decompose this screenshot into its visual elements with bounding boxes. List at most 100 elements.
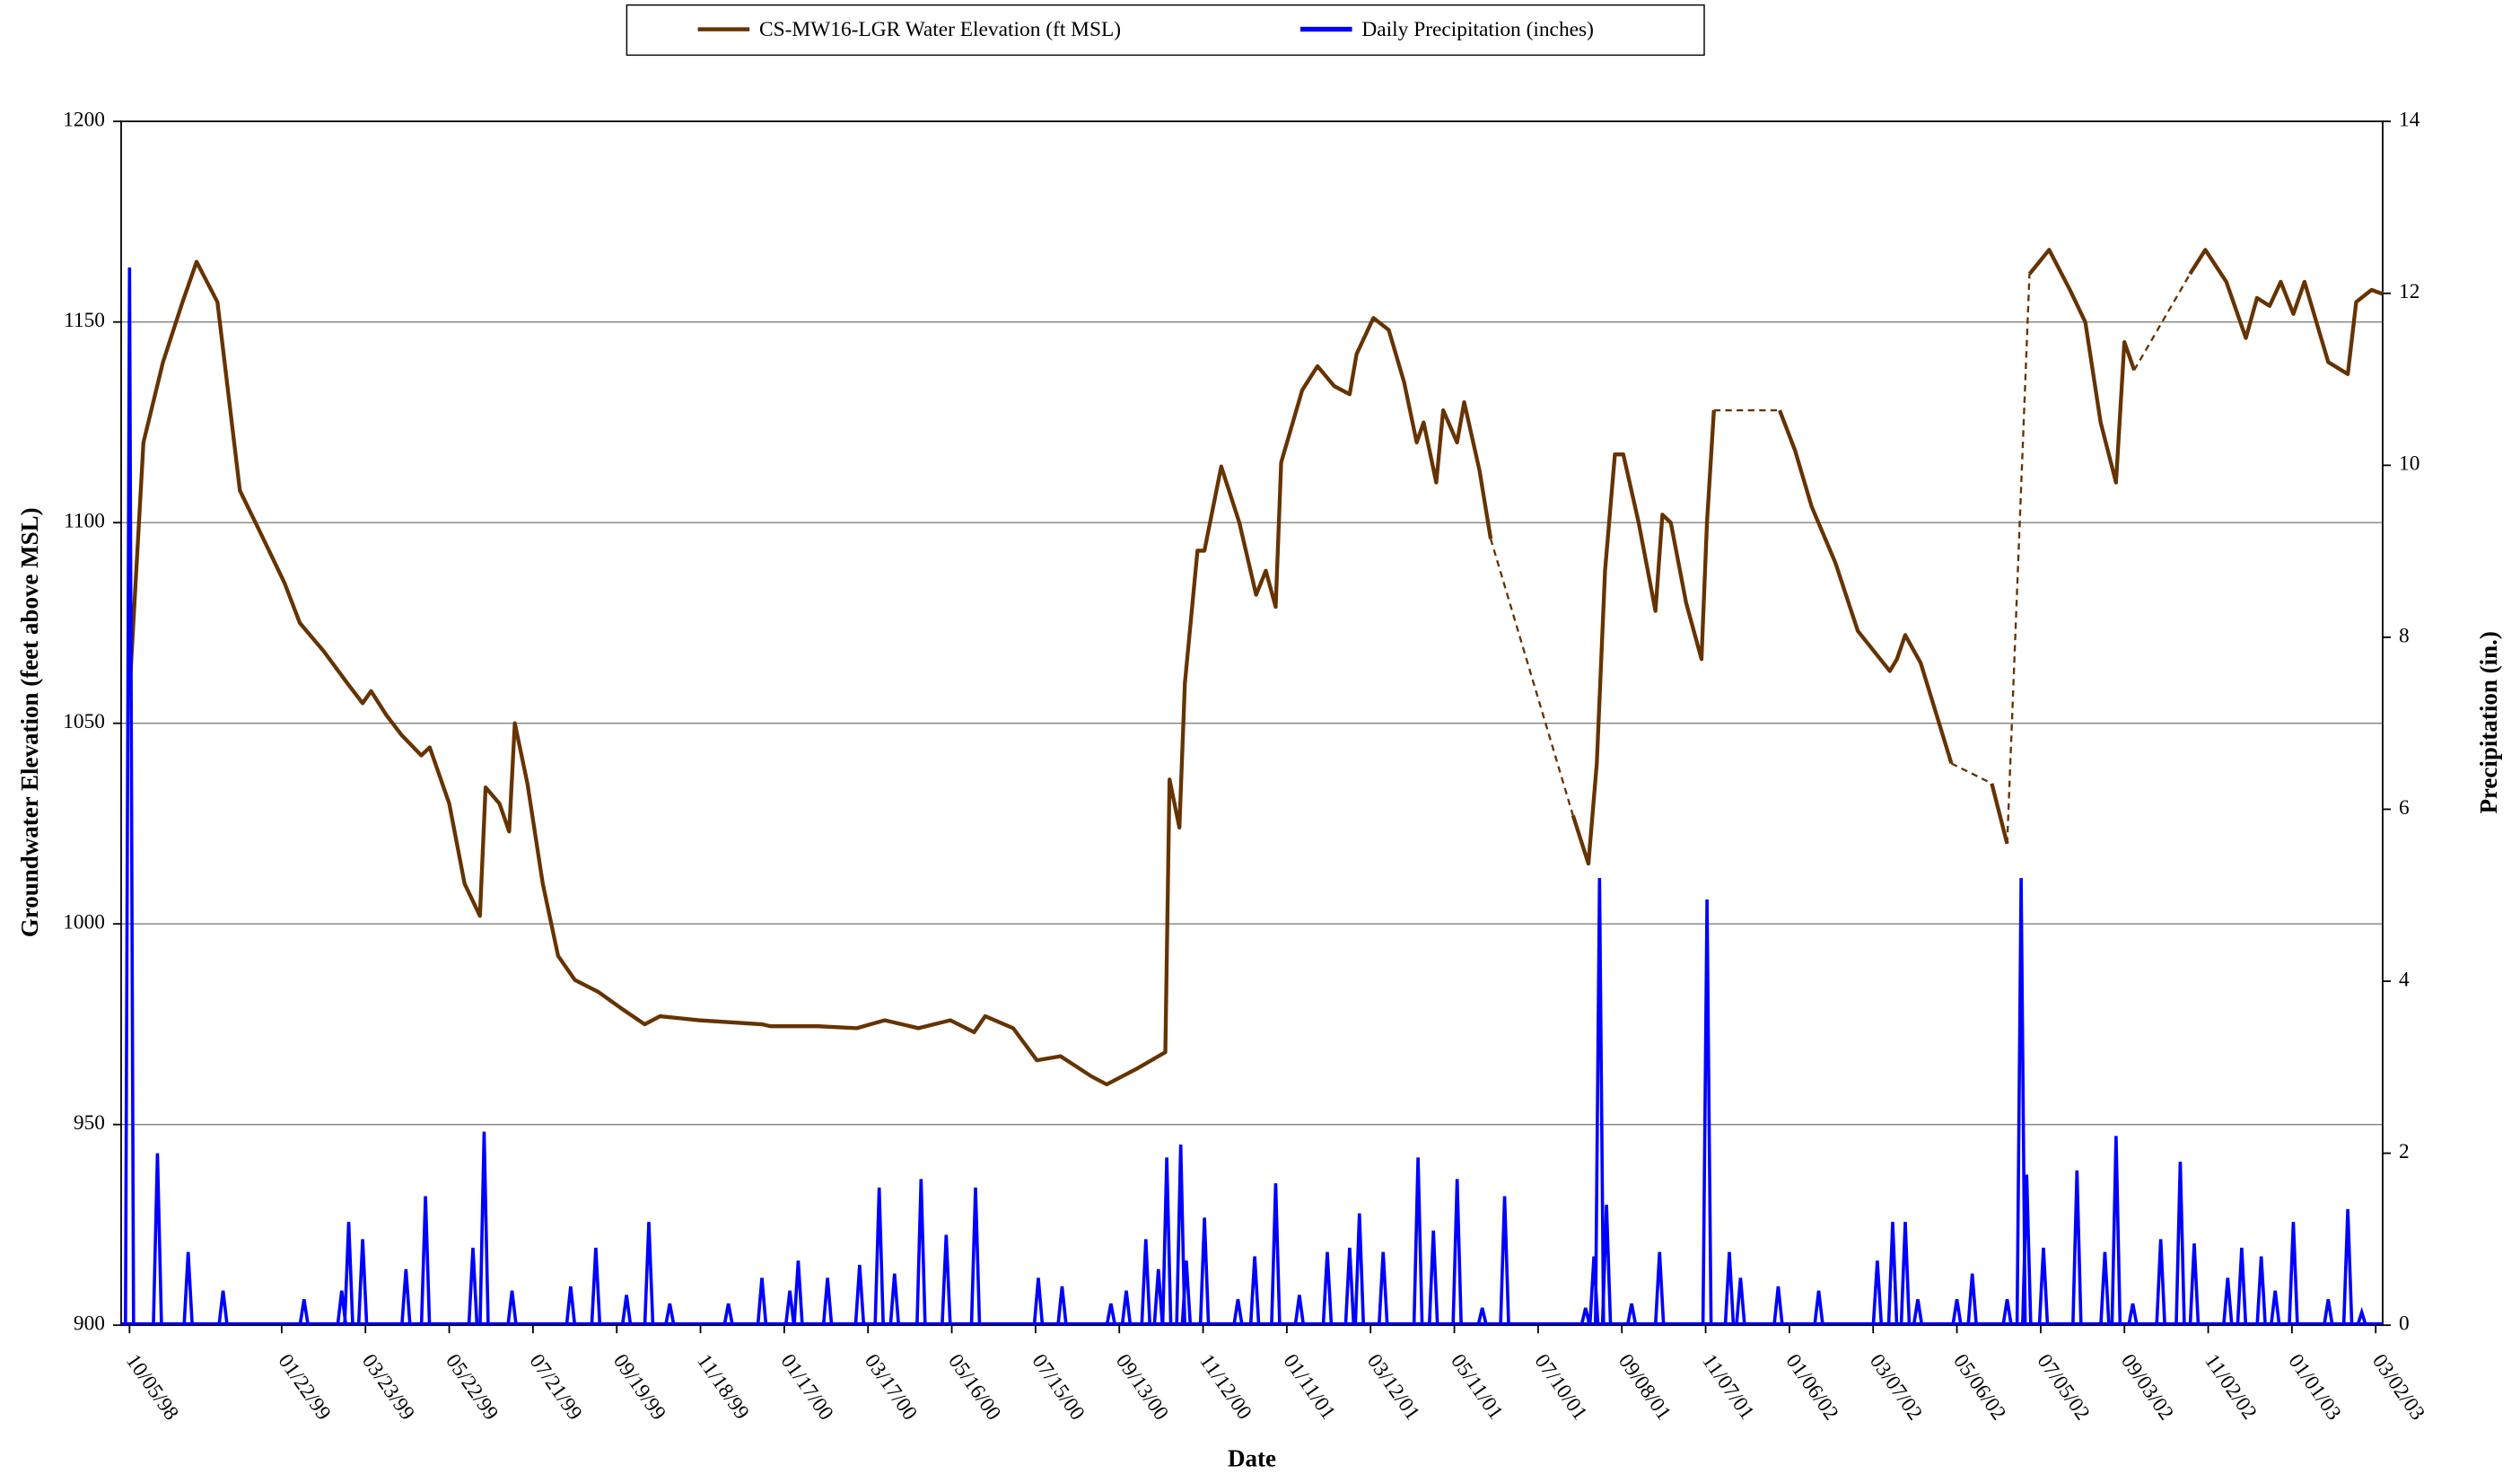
x-tick-label: 05/11/01 [1446, 1350, 1508, 1424]
x-tick-label: 07/05/02 [2033, 1350, 2095, 1425]
precip-spike [756, 1277, 768, 1326]
legend-box [626, 4, 1705, 57]
x-tick-label: 05/22/99 [441, 1350, 503, 1425]
gap-connector [2006, 274, 2031, 844]
precip-spike [1105, 1303, 1117, 1326]
y-tick-label: 1050 [63, 710, 105, 733]
precip-spike [664, 1303, 676, 1326]
precip-spike [182, 1251, 194, 1326]
precip-spike [564, 1285, 577, 1326]
precip-spike [1427, 1230, 1439, 1326]
precip-spike [969, 1187, 982, 1326]
x-tick-label: 03/23/99 [357, 1350, 419, 1425]
precip-spike [1321, 1251, 1334, 1326]
precip-spike [1871, 1260, 1884, 1326]
x-tick-label: 07/21/99 [525, 1350, 587, 1425]
x-tick-label: 01/11/01 [1279, 1350, 1341, 1424]
x-tick-label: 10/05/98 [121, 1350, 183, 1425]
precip-spike [1625, 1303, 1638, 1326]
x-tick-label: 01/06/02 [1781, 1350, 1843, 1425]
y2-tick-label: 2 [2399, 1140, 2410, 1163]
x-tick-label: 07/15/00 [1028, 1350, 1089, 1425]
precip-spike [722, 1303, 734, 1326]
legend-label: CS-MW16-LGR Water Elevation (ft MSL) [759, 18, 1121, 41]
x-tick-label: 05/16/00 [943, 1350, 1005, 1425]
precip-spike [590, 1247, 602, 1326]
x-tick-label: 03/17/00 [860, 1350, 922, 1425]
precip-spike [1377, 1251, 1389, 1326]
y2-tick-label: 8 [2399, 624, 2410, 647]
precip-spike [1594, 878, 1606, 1326]
precip-spike [1412, 1157, 1424, 1326]
precip-spike [1772, 1285, 1784, 1326]
x-tick-label: 03/02/03 [2367, 1350, 2429, 1425]
precip-spike [2341, 1208, 2354, 1326]
y-axis-title: Groundwater Elevation (feet above MSL) [16, 507, 43, 937]
precip-spike [1353, 1213, 1366, 1326]
precip-spike [1451, 1179, 1463, 1326]
precip-spike [1232, 1299, 1244, 1326]
x-tick-label: 11/02/02 [2200, 1350, 2262, 1424]
x-tick-label: 11/07/01 [1697, 1350, 1759, 1424]
precip-spike [1152, 1268, 1165, 1326]
precip-spike [783, 1290, 796, 1326]
x-tick-label: 11/12/00 [1194, 1350, 1256, 1424]
precip-spike [888, 1273, 901, 1326]
precip-spike [2037, 1247, 2050, 1326]
precip-spike [467, 1247, 479, 1326]
precip-spike [1735, 1277, 1746, 1326]
y2-tick-label: 4 [2399, 968, 2410, 991]
precip-spike [2356, 1306, 2367, 1326]
precip-spike [1056, 1285, 1068, 1326]
precip-spike [400, 1268, 412, 1326]
precip-spike [1120, 1290, 1133, 1326]
x-tick-label: 09/03/02 [2116, 1350, 2178, 1425]
y2-tick-label: 0 [2399, 1312, 2410, 1336]
x-tick-label: 03/12/01 [1362, 1350, 1424, 1425]
legend-label: Daily Precipitation (inches) [1361, 18, 1594, 41]
precip-spike [2222, 1277, 2234, 1326]
precip-spike [1912, 1299, 1924, 1326]
x-tick-label: 07/10/01 [1530, 1350, 1592, 1425]
precip-spike [2288, 1222, 2299, 1326]
precip-spike [1886, 1222, 1899, 1326]
precip-spike [1600, 1205, 1613, 1326]
y2-tick-label: 12 [2399, 280, 2419, 303]
precip-spike [915, 1179, 927, 1326]
precip-spike [1293, 1294, 1306, 1326]
gap-connector [1950, 762, 1992, 785]
precip-spike [506, 1290, 518, 1326]
precip-spike [356, 1239, 369, 1326]
x-tick-label: 01/01/03 [2284, 1350, 2346, 1425]
y2-tick-label: 6 [2399, 796, 2410, 820]
water-line [127, 248, 2384, 1087]
y2-tick-label: 14 [2399, 109, 2420, 132]
precip-spike [1343, 1247, 1356, 1326]
y-tick-label: 950 [74, 1111, 105, 1135]
precip-spike [643, 1222, 655, 1326]
y-tick-label: 1200 [63, 109, 105, 132]
precip-spike [873, 1187, 885, 1326]
precip-spike [2001, 1299, 2013, 1326]
x-tick-label: 11/18/99 [692, 1350, 754, 1424]
precip-spike [298, 1299, 311, 1326]
precip-spike [343, 1222, 354, 1326]
precip-spike [2174, 1162, 2186, 1326]
precip-spike [2127, 1303, 2139, 1326]
x-tick-label: 01/17/00 [776, 1350, 838, 1425]
precip-spike [792, 1260, 804, 1326]
x-tick-label: 09/19/99 [608, 1350, 670, 1425]
precip-spike [1248, 1256, 1261, 1326]
x-tick-label: 05/06/02 [1948, 1350, 2010, 1425]
precip-spike [2255, 1256, 2267, 1326]
precip-spike [2015, 878, 2027, 1326]
gap-connector [2133, 273, 2192, 371]
precip-spike [152, 1153, 163, 1326]
y-tick-label: 1150 [64, 309, 105, 332]
precip-spike [1270, 1183, 1282, 1326]
precip-spike [1180, 1260, 1193, 1326]
precip-spike [217, 1290, 229, 1326]
precip-spike [2188, 1243, 2201, 1326]
x-tick-label: 03/07/02 [1865, 1350, 1927, 1425]
precip-spike [1701, 899, 1713, 1326]
